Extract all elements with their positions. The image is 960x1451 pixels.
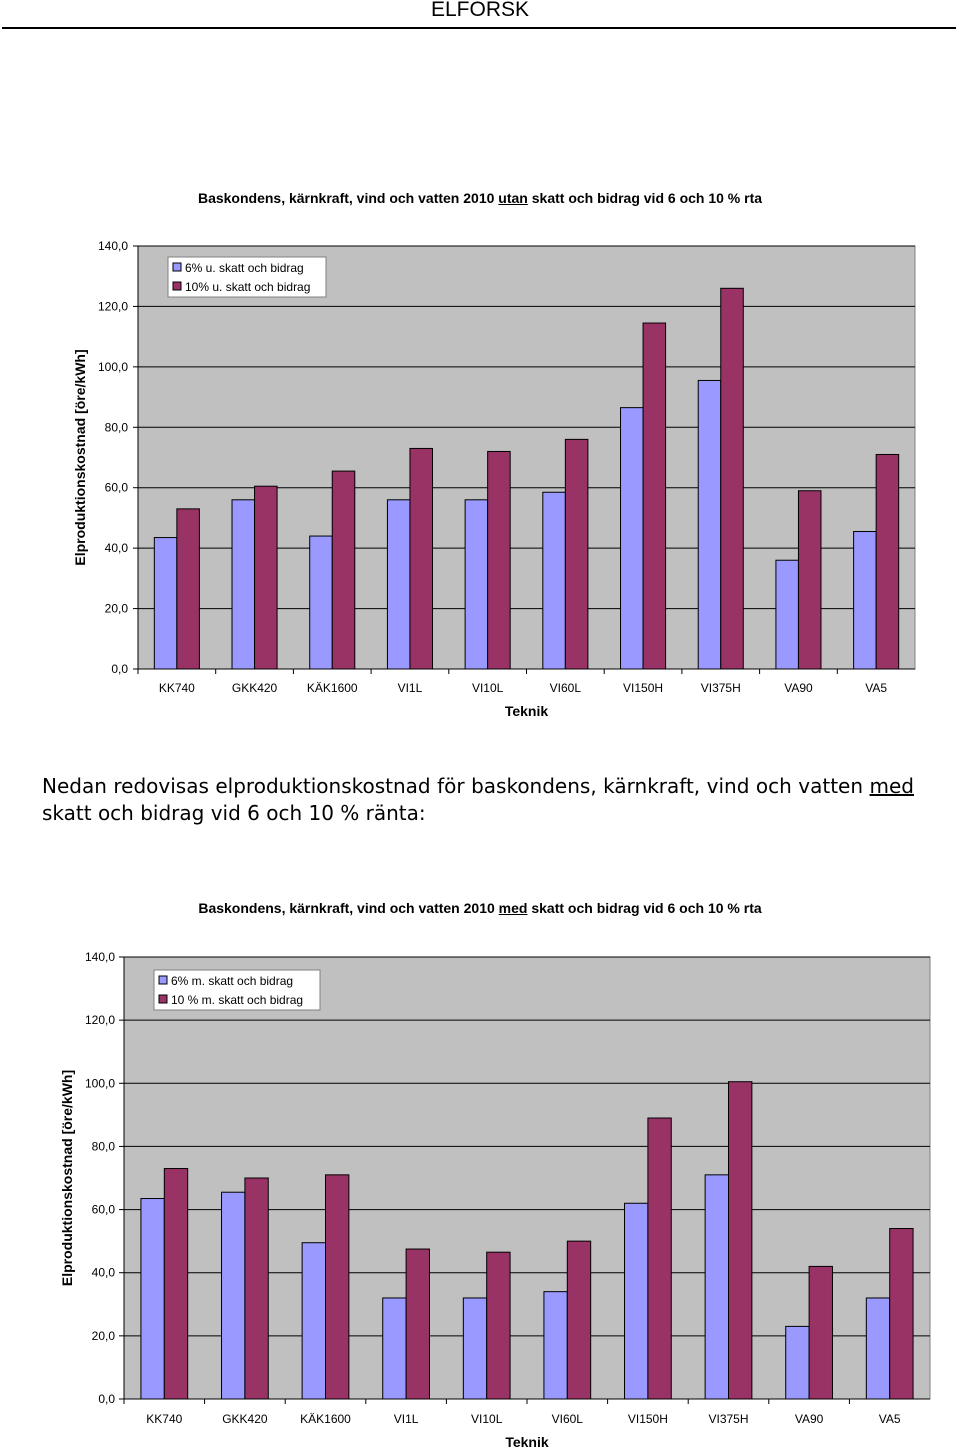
legend-box: [153, 969, 321, 1011]
chart-1-svg: 0,0 20,0 40,0 60,0 80,0 100,0 120,0 140,0 KK740 G…: [72, 239, 916, 719]
category-label: VI60L: [550, 681, 582, 695]
chart-1-title: Baskondens, kärnkraft, vind och vatten 2…: [0, 190, 960, 206]
category-label: VI375H: [708, 1412, 748, 1426]
y-tick-label: 40,0: [92, 1266, 116, 1280]
legend-swatch: [172, 262, 182, 272]
y-tick-label: 0,0: [111, 662, 128, 676]
bar: [244, 1177, 269, 1400]
bar: [462, 1297, 488, 1400]
bar: [785, 1325, 810, 1400]
legend-label: 6% u. skatt och bidrag: [185, 261, 304, 275]
chart-2-title: Baskondens, kärnkraft, vind och vatten 2…: [0, 900, 960, 916]
bar: [647, 1117, 672, 1400]
category-label: VI60L: [552, 1412, 584, 1426]
y-tick-label: 100,0: [98, 360, 128, 374]
bar: [301, 1242, 327, 1400]
bar: [331, 470, 356, 670]
y-tick-label: 120,0: [98, 299, 128, 313]
chart-1-title-emph: utan: [498, 190, 528, 206]
bar: [566, 1240, 592, 1400]
chart-2-title-post: skatt och bidrag vid 6 och 10 % rta: [527, 900, 762, 916]
category-label: GKK420: [232, 681, 278, 695]
bar: [720, 287, 744, 670]
y-axis-label: Elproduktionskostnad [öre/kWh]: [59, 1070, 75, 1286]
paragraph-post: skatt och bidrag vid 6 och 10 % ränta:: [42, 801, 426, 825]
y-axis-label: Elproduktionskostnad [öre/kWh]: [72, 349, 88, 565]
legend-label: 10% u. skatt och bidrag: [185, 280, 310, 294]
y-tick-label: 0,0: [98, 1392, 115, 1406]
page-header: ELFORSK: [0, 0, 960, 30]
legend-label: 10 % m. skatt och bidrag: [171, 993, 303, 1007]
category-label: VI1L: [398, 681, 423, 695]
chart-2-title-pre: Baskondens, kärnkraft, vind och vatten 2…: [198, 900, 499, 916]
intro-paragraph: Nedan redovisas elproduktionskostnad för…: [42, 773, 914, 827]
bar: [486, 1251, 511, 1400]
category-label: VA5: [879, 1412, 901, 1426]
bar: [889, 1228, 914, 1400]
x-axis-label: Teknik: [505, 1434, 549, 1450]
y-tick-label: 20,0: [92, 1329, 116, 1343]
bar: [382, 1297, 407, 1400]
bar: [564, 438, 589, 670]
legend-box: [167, 256, 327, 298]
y-tick-label: 80,0: [105, 420, 129, 434]
bar: [624, 1202, 649, 1400]
paragraph-emph: med: [869, 774, 914, 798]
category-label: VA5: [865, 681, 887, 695]
category-label: VA90: [795, 1412, 824, 1426]
category-label: GKK420: [222, 1412, 268, 1426]
header-rule: [2, 27, 956, 29]
bar: [221, 1191, 246, 1400]
category-label: VI150H: [628, 1412, 668, 1426]
bar: [797, 490, 822, 670]
category-label: KK740: [159, 681, 195, 695]
y-tick-label: 40,0: [105, 541, 129, 555]
x-axis-label: Teknik: [505, 703, 549, 719]
bar: [405, 1248, 430, 1400]
bar: [865, 1297, 891, 1400]
bar: [254, 485, 278, 670]
bar: [176, 508, 200, 670]
y-tick-label: 140,0: [98, 239, 128, 253]
legend-swatch: [158, 994, 168, 1004]
category-label: VI1L: [394, 1412, 419, 1426]
category-label: KÄK1600: [300, 1412, 351, 1426]
bar: [409, 447, 433, 670]
legend-label: 6% m. skatt och bidrag: [171, 974, 293, 988]
bar: [487, 450, 511, 670]
category-label: VA90: [784, 681, 813, 695]
chart-1-title-post: skatt och bidrag vid 6 och 10 % rta: [527, 190, 763, 206]
paragraph-pre: Nedan redovisas elproduktionskostnad för…: [42, 774, 870, 798]
y-tick-label: 140,0: [85, 950, 115, 964]
bar: [728, 1081, 753, 1400]
bar: [808, 1265, 833, 1400]
bar: [875, 453, 900, 670]
legend-swatch: [172, 281, 182, 291]
chart-1-title-pre: Baskondens, kärnkraft, vind och vatten 2…: [197, 190, 499, 206]
bar: [325, 1174, 350, 1400]
category-label: VI150H: [623, 681, 663, 695]
y-tick-label: 120,0: [85, 1013, 115, 1027]
bar: [704, 1174, 729, 1400]
y-tick-label: 20,0: [105, 602, 129, 616]
y-tick-label: 100,0: [85, 1076, 115, 1090]
category-label: KK740: [146, 1412, 182, 1426]
category-label: VI10L: [471, 1412, 503, 1426]
bar: [163, 1168, 189, 1400]
category-label: VI10L: [472, 681, 504, 695]
header-title: ELFORSK: [430, 0, 530, 21]
category-label: VI375H: [701, 681, 741, 695]
bar: [642, 322, 667, 670]
bar: [543, 1291, 568, 1400]
y-tick-label: 60,0: [105, 481, 129, 495]
category-label: KÄK1600: [307, 681, 358, 695]
legend-swatch: [158, 975, 168, 985]
y-tick-label: 80,0: [92, 1139, 116, 1153]
bar: [140, 1198, 165, 1400]
y-tick-label: 60,0: [92, 1203, 116, 1217]
chart-2-title-emph: med: [498, 900, 528, 916]
